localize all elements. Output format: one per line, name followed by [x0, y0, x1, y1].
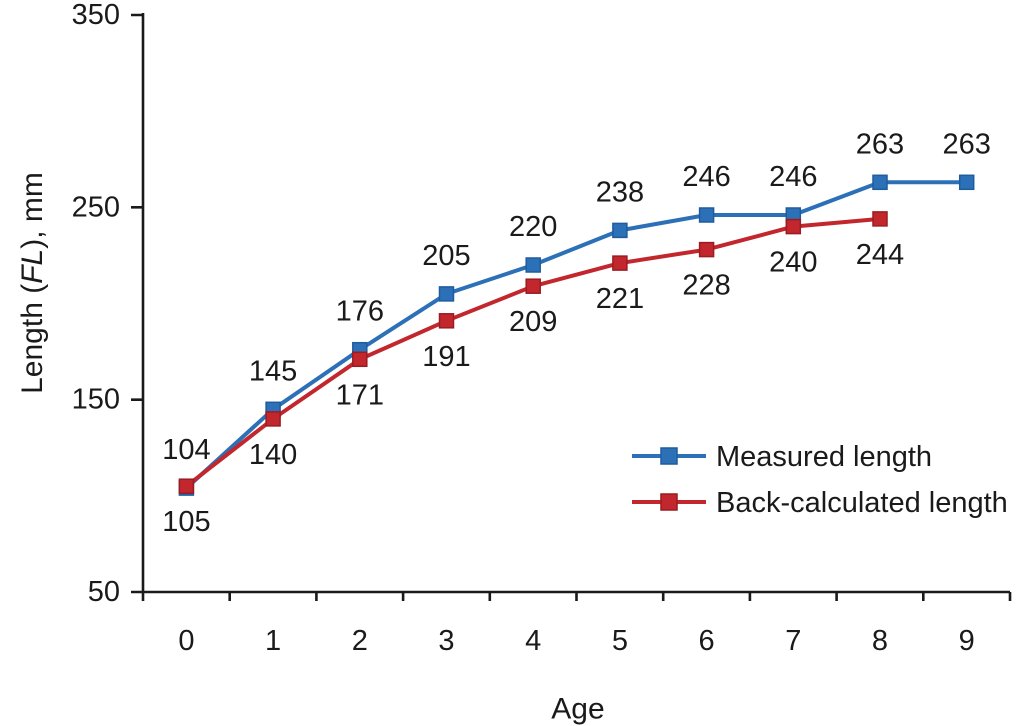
y-tick-label: 150: [72, 384, 120, 416]
x-tick-label: 5: [612, 625, 628, 657]
y-axis-tick-labels: 50 150 250 350: [72, 0, 120, 608]
data-point-marker: [612, 222, 628, 239]
data-point-marker: [438, 313, 455, 329]
x-tick-label: 1: [265, 625, 281, 657]
y-axis-title: Length (FL), mm: [16, 172, 49, 394]
data-label: 246: [682, 161, 730, 193]
y-tick-label: 350: [72, 0, 120, 31]
data-label: 191: [422, 341, 470, 373]
axes: [131, 13, 1012, 601]
legend-label: Measured length: [716, 441, 932, 473]
data-label: 246: [769, 161, 817, 193]
x-tick-label: 8: [872, 625, 888, 657]
data-point-marker: [958, 174, 975, 191]
data-point-marker: [698, 241, 715, 258]
x-tick-label: 3: [438, 625, 454, 657]
data-point-marker: [698, 207, 715, 223]
data-point-marker: [872, 174, 888, 191]
data-label: 221: [596, 283, 644, 315]
data-label: 244: [856, 239, 904, 271]
data-point-marker: [785, 218, 802, 235]
data-label: 209: [509, 306, 557, 338]
data-point-marker: [352, 351, 368, 368]
data-label: 104: [162, 434, 210, 466]
x-tick-label: 9: [959, 625, 975, 657]
series-back-calculated-length: [178, 211, 888, 494]
legend-item-back-calculated-length: Back-calculated length: [632, 487, 1008, 519]
legend-label: Back-calculated length: [716, 487, 1008, 519]
x-axis-tick-labels: 0 1 2 3 4 5 6 7 8 9: [178, 625, 974, 657]
data-labels-back-calculated-length: 105 140 171 191 209 221 228 240 244: [162, 239, 904, 538]
data-point-marker: [872, 211, 888, 227]
data-label: 220: [509, 211, 557, 243]
data-point-marker: [612, 255, 628, 271]
data-point-marker: [178, 478, 195, 494]
data-label: 176: [336, 296, 384, 328]
data-point-marker: [525, 257, 541, 273]
data-label: 140: [249, 439, 297, 471]
x-axis-title: Age: [551, 693, 604, 726]
legend-item-measured-length: Measured length: [632, 441, 932, 473]
axis-lines-and-ticks: [131, 13, 1012, 601]
x-tick-label: 6: [699, 625, 715, 657]
data-label: 238: [596, 176, 644, 208]
series-line: [184, 180, 969, 491]
y-tick-label: 50: [88, 576, 120, 608]
legend-marker: [660, 493, 678, 511]
data-label: 240: [769, 247, 817, 279]
data-label: 228: [682, 270, 730, 302]
x-tick-label: 2: [352, 625, 368, 657]
data-point-marker: [525, 278, 541, 294]
data-point-marker: [265, 411, 281, 427]
x-tick-label: 0: [178, 625, 194, 657]
data-point-marker: [438, 286, 455, 302]
data-label: 205: [422, 240, 470, 272]
y-tick-label: 250: [72, 191, 120, 223]
data-label: 105: [162, 506, 210, 538]
data-label: 263: [943, 128, 991, 160]
data-label: 263: [856, 128, 904, 160]
data-label: 145: [249, 355, 297, 387]
x-tick-label: 4: [525, 625, 541, 657]
legend: Measured length Back-calculated length: [632, 441, 1008, 519]
legend-marker: [660, 447, 678, 465]
data-labels-measured-length: 104 145 176 205 220 238 246 246 263 263: [162, 128, 991, 466]
data-label: 171: [336, 379, 384, 411]
x-tick-label: 7: [785, 625, 801, 657]
